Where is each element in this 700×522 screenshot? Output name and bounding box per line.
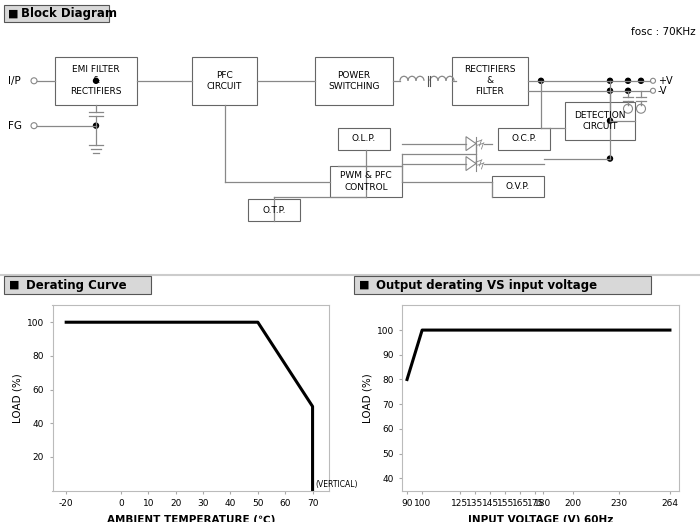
Bar — [248, 199, 300, 221]
Text: PFC
CIRCUIT: PFC CIRCUIT — [206, 71, 242, 91]
Text: +V: +V — [658, 76, 673, 86]
Text: -V: -V — [658, 86, 668, 96]
Circle shape — [626, 88, 631, 93]
Circle shape — [626, 78, 631, 84]
Bar — [338, 128, 390, 150]
Text: PWM & PFC
CONTROL: PWM & PFC CONTROL — [340, 171, 392, 192]
Bar — [354, 277, 651, 294]
Text: O.L.P.: O.L.P. — [352, 134, 376, 143]
Text: EMI FILTER
&
RECTIFIERS: EMI FILTER & RECTIFIERS — [70, 65, 122, 97]
Circle shape — [650, 78, 655, 84]
Text: fosc : 70KHz: fosc : 70KHz — [631, 27, 696, 37]
Bar — [452, 57, 528, 105]
Y-axis label: LOAD (%): LOAD (%) — [13, 373, 23, 423]
Text: Block Diagram: Block Diagram — [21, 7, 117, 20]
Bar — [4, 277, 150, 294]
Text: O.C.P.: O.C.P. — [511, 134, 537, 143]
X-axis label: AMBIENT TEMPERATURE (℃): AMBIENT TEMPERATURE (℃) — [106, 515, 275, 522]
Circle shape — [31, 123, 37, 128]
Bar — [315, 57, 393, 105]
Text: Output derating VS input voltage: Output derating VS input voltage — [377, 279, 597, 291]
Circle shape — [538, 78, 543, 84]
Circle shape — [608, 156, 612, 161]
Circle shape — [608, 118, 612, 123]
Text: I/P: I/P — [8, 76, 21, 86]
Circle shape — [94, 123, 99, 128]
Y-axis label: LOAD (%): LOAD (%) — [363, 373, 372, 423]
Text: (VERTICAL): (VERTICAL) — [315, 480, 358, 489]
Text: POWER
SWITCHING: POWER SWITCHING — [328, 71, 379, 91]
Bar — [492, 175, 544, 197]
Circle shape — [624, 104, 633, 113]
Circle shape — [608, 88, 612, 93]
Circle shape — [636, 104, 645, 113]
Text: O.V.P.: O.V.P. — [506, 182, 530, 191]
Text: ■: ■ — [358, 280, 370, 290]
Text: DETECTION
CIRCUIT: DETECTION CIRCUIT — [574, 111, 626, 130]
Bar — [4, 5, 109, 22]
X-axis label: INPUT VOLTAGE (V) 60Hz: INPUT VOLTAGE (V) 60Hz — [468, 515, 613, 522]
Bar — [55, 57, 137, 105]
Text: FG: FG — [8, 121, 22, 130]
Circle shape — [94, 78, 99, 84]
Text: ■: ■ — [8, 8, 18, 18]
Bar — [498, 128, 550, 150]
Text: RECTIFIERS
&
FILTER: RECTIFIERS & FILTER — [464, 65, 516, 97]
Circle shape — [650, 88, 655, 93]
Text: ■: ■ — [8, 280, 20, 290]
Text: O.T.P.: O.T.P. — [262, 206, 286, 215]
Bar — [565, 102, 635, 140]
Text: Derating Curve: Derating Curve — [27, 279, 127, 291]
Circle shape — [608, 78, 612, 84]
Circle shape — [31, 78, 37, 84]
Circle shape — [638, 78, 643, 84]
Bar — [192, 57, 257, 105]
Bar — [330, 165, 402, 197]
